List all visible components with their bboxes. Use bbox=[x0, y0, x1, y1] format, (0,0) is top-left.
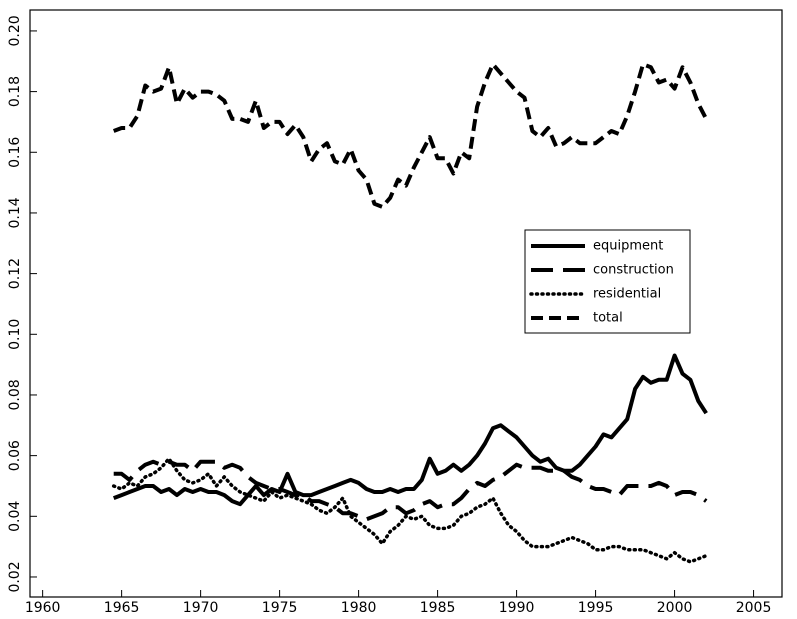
legend-label: construction bbox=[593, 263, 674, 278]
legend: equipment construction residential total bbox=[524, 229, 691, 334]
legend-label: residential bbox=[593, 287, 661, 302]
x-tick-label: 1975 bbox=[262, 600, 298, 616]
x-tick-label: 1960 bbox=[25, 600, 61, 616]
y-tick-label: 0.12 bbox=[7, 258, 23, 289]
y-tick-label: 0.08 bbox=[7, 379, 23, 410]
y-tick-label: 0.04 bbox=[7, 501, 23, 532]
y-tick-label: 0.16 bbox=[7, 137, 23, 168]
x-tick-label: 2005 bbox=[736, 600, 772, 616]
x-tick-label: 1995 bbox=[578, 600, 614, 616]
y-tick-label: 0.06 bbox=[7, 440, 23, 471]
x-tick-label: 1990 bbox=[499, 600, 535, 616]
plot-frame bbox=[29, 9, 783, 598]
y-tick-label: 0.02 bbox=[7, 561, 23, 592]
series-line bbox=[112, 62, 708, 209]
y-tick-label: 0.10 bbox=[7, 319, 23, 350]
series-line bbox=[112, 353, 708, 507]
y-tick-label: 0.18 bbox=[7, 76, 23, 107]
x-tick-label: 1965 bbox=[104, 600, 140, 616]
x-tick-label: 1980 bbox=[341, 600, 377, 616]
legend-label: total bbox=[593, 311, 623, 326]
x-tick-label: 2000 bbox=[657, 600, 693, 616]
x-tick-label: 1985 bbox=[420, 600, 456, 616]
x-tick-label: 1970 bbox=[183, 600, 219, 616]
series-line bbox=[113, 459, 708, 522]
y-tick-label: 0.20 bbox=[7, 15, 23, 46]
y-tick-label: 0.14 bbox=[7, 197, 23, 228]
legend-label: equipment bbox=[593, 239, 663, 254]
series-line bbox=[111, 456, 708, 564]
